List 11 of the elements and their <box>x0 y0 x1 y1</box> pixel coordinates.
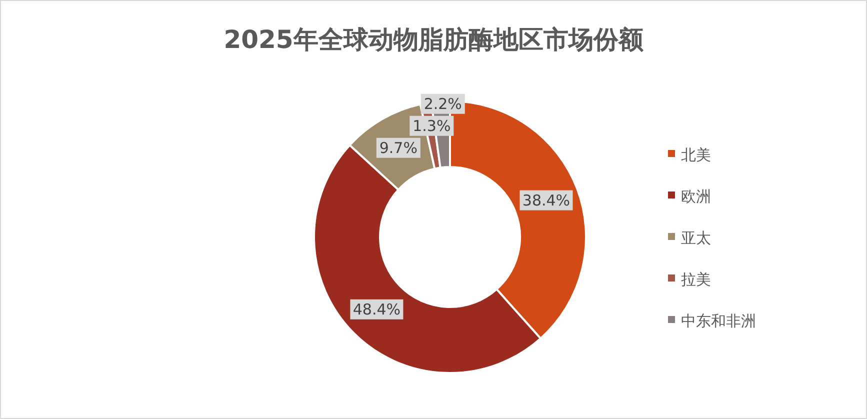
legend-label: 亚太 <box>681 229 711 247</box>
legend-label: 拉美 <box>681 270 711 288</box>
chart-title: 2025年全球动物脂肪酶地区市场份额 <box>224 25 644 54</box>
data-label: 2.2% <box>424 94 462 113</box>
legend-label: 北美 <box>681 146 711 164</box>
legend-label: 中东和非洲 <box>681 312 756 330</box>
legend-label: 欧洲 <box>681 188 711 206</box>
data-label: 38.4% <box>522 191 570 210</box>
data-label: 9.7% <box>379 138 418 157</box>
data-label: 1.3% <box>412 116 451 135</box>
data-label: 48.4% <box>352 300 401 318</box>
